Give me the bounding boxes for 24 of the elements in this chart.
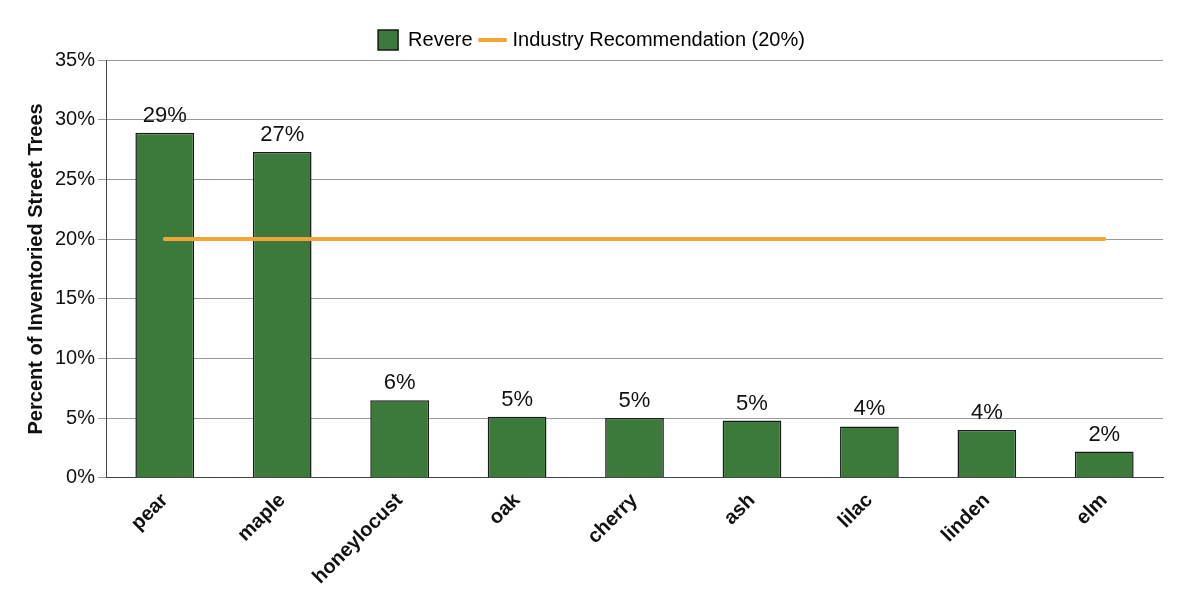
y-tick-label: 0% bbox=[66, 465, 96, 488]
y-tick-label: 35% bbox=[55, 47, 96, 70]
y-tick-label: 5% bbox=[66, 405, 96, 428]
data-label: 4% bbox=[970, 399, 1003, 425]
x-tick-label: elm bbox=[1071, 488, 1112, 529]
x-tick-label: ash bbox=[718, 488, 759, 529]
data-label: 29% bbox=[142, 101, 187, 127]
x-tick-label: lilac bbox=[833, 488, 877, 532]
y-tick-label: 10% bbox=[55, 345, 96, 368]
data-label: 5% bbox=[618, 387, 651, 413]
data-label: 4% bbox=[853, 395, 886, 421]
y-tick-label: 15% bbox=[55, 286, 96, 309]
y-axis-title: Percent of Inventoried Street Trees bbox=[23, 103, 46, 435]
legend-label: Industry Recommendation (20%) bbox=[512, 27, 805, 50]
data-label: 2% bbox=[1088, 420, 1121, 446]
y-tick-label: 20% bbox=[55, 226, 96, 249]
y-tick-label: 30% bbox=[55, 107, 96, 130]
data-label: 5% bbox=[501, 385, 533, 411]
x-tick-label: oak bbox=[483, 487, 525, 529]
y-tick-label: 25% bbox=[55, 166, 96, 189]
data-label: 6% bbox=[383, 369, 416, 395]
data-label: 5% bbox=[736, 389, 768, 415]
data-label: 27% bbox=[260, 120, 305, 146]
legend-label: Revere bbox=[408, 27, 473, 50]
